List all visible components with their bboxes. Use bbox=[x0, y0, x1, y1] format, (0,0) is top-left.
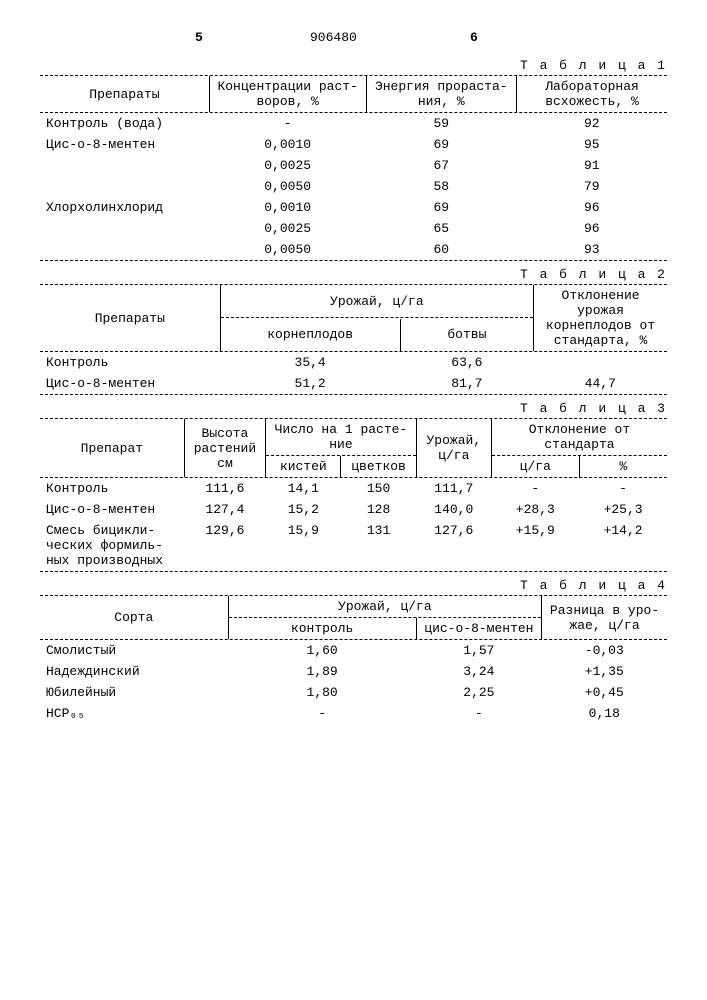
t2-sh0: корнеплодов bbox=[220, 319, 400, 351]
t2-h2: Отклонение урожая корнеплодов от стандар… bbox=[534, 285, 667, 351]
t2-h0: Препараты bbox=[40, 285, 220, 351]
table-1: Препараты Концентрации раст- воров, % Эн… bbox=[40, 75, 667, 261]
t2-body: Контроль35,463,6 Цис-о-8-ментен51,281,74… bbox=[40, 352, 667, 394]
t3-h1: Высота растений см bbox=[184, 419, 266, 477]
t3-sh1: цветков bbox=[341, 456, 416, 477]
t3-body: Контроль111,614,1150111,7-- Цис-о-8-мент… bbox=[40, 478, 667, 571]
page-header: 5 906480 6 bbox=[40, 30, 667, 50]
table-4-label: Т а б л и ц а 4 bbox=[40, 578, 667, 593]
doc-number: 906480 bbox=[310, 30, 357, 45]
t3-h4: Отклонение от стандарта bbox=[491, 419, 667, 455]
t3-h3: Урожай, ц/га bbox=[416, 419, 491, 477]
t1-h1: Концентрации раст- воров, % bbox=[209, 76, 366, 112]
header-col-6: 6 bbox=[470, 30, 478, 45]
table-1-label: Т а б л и ц а 1 bbox=[40, 58, 667, 73]
table-2-label: Т а б л и ц а 2 bbox=[40, 267, 667, 282]
t3-sh0: кистей bbox=[266, 456, 341, 477]
table-4: Сорта Урожай, ц/га Разница в уро- жае, ц… bbox=[40, 595, 667, 724]
header-col-5: 5 bbox=[195, 30, 203, 45]
t4-h2: Разница в уро- жае, ц/га bbox=[542, 596, 667, 639]
t3-sh2: ц/га bbox=[491, 456, 579, 477]
t3-sh3: % bbox=[579, 456, 667, 477]
t2-h1: Урожай, ц/га bbox=[220, 285, 533, 317]
t2-sh1: ботвы bbox=[400, 319, 533, 351]
table-3: Препарат Высота растений см Число на 1 р… bbox=[40, 418, 667, 572]
t4-h1: Урожай, ц/га bbox=[228, 596, 541, 617]
t4-sh1: цис-о-8-ментен bbox=[416, 618, 541, 639]
t1-h3: Лабораторная всхожесть, % bbox=[517, 76, 668, 112]
table-3-label: Т а б л и ц а 3 bbox=[40, 401, 667, 416]
t4-h0: Сорта bbox=[40, 596, 228, 639]
t1-h0: Препараты bbox=[40, 76, 209, 112]
t4-sh0: контроль bbox=[228, 618, 416, 639]
table-2: Препараты Урожай, ц/га Отклонение урожая… bbox=[40, 284, 667, 395]
t1-body: Контроль (вода)-5992 Цис-о-8-ментен0,001… bbox=[40, 113, 667, 260]
t1-h2: Энергия прораста- ния, % bbox=[366, 76, 516, 112]
t3-h2: Число на 1 расте- ние bbox=[266, 419, 416, 455]
t4-body: Смолистый1,601,57-0,03 Надеждинский1,893… bbox=[40, 640, 667, 724]
t3-h0: Препарат bbox=[40, 419, 184, 477]
